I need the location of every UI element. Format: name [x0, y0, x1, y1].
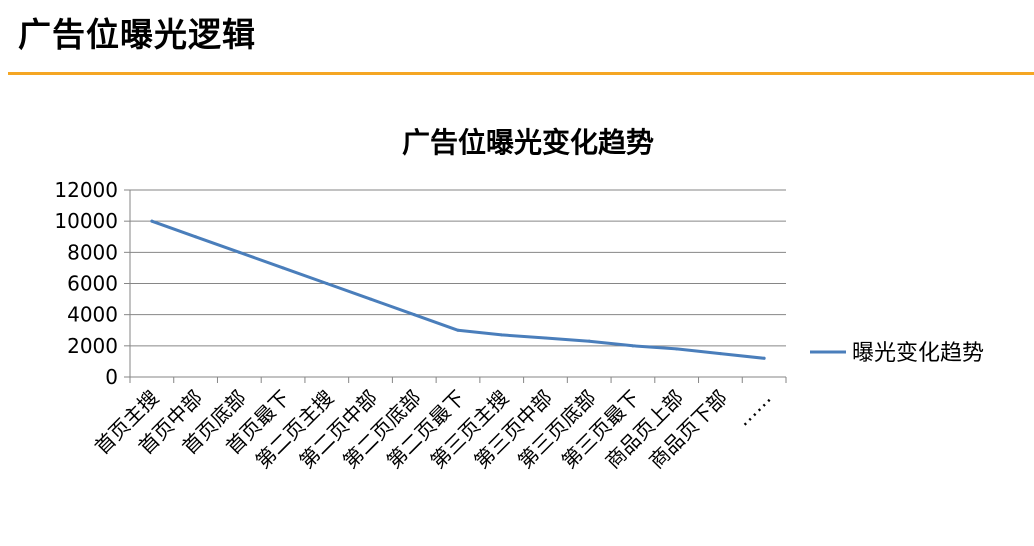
y-tick-label: 4000	[67, 303, 118, 327]
x-tick-label: ……	[730, 386, 775, 431]
data-point	[587, 339, 591, 343]
data-point	[543, 336, 547, 340]
axes	[124, 189, 787, 383]
series	[150, 219, 766, 360]
legend-label: 曝光变化趋势	[852, 341, 984, 366]
data-point	[325, 282, 329, 285]
data-point	[456, 328, 460, 332]
series-line	[150, 219, 766, 360]
data-point	[194, 235, 198, 239]
y-tick-labels: 0 2000 4000 6000 8000 10000 12000	[54, 178, 118, 389]
data-point	[718, 352, 722, 356]
gridlines	[130, 189, 786, 347]
x-tick-labels: 首页主搜首页中部首页底部首页最下第二页主搜第二页中部第二页底部第二页最下第三页主…	[90, 386, 776, 474]
y-tick-label: 0	[105, 365, 118, 389]
data-point	[500, 333, 504, 337]
chart-title: 广告位曝光变化趋势	[402, 126, 654, 159]
data-point	[762, 356, 766, 360]
data-point	[412, 313, 416, 317]
title-divider	[8, 72, 1034, 75]
y-tick-label: 8000	[67, 240, 118, 264]
data-point	[237, 250, 241, 254]
y-tick-label: 12000	[54, 178, 118, 202]
legend: 曝光变化趋势	[810, 341, 984, 366]
data-point	[150, 219, 154, 223]
data-point	[631, 344, 635, 348]
y-tick-label: 10000	[54, 209, 118, 233]
y-tick-label: 6000	[67, 272, 118, 296]
data-point	[675, 347, 679, 351]
slide-title: 广告位曝光逻辑	[18, 15, 256, 54]
y-tick-label: 2000	[67, 334, 118, 358]
data-point	[369, 297, 373, 301]
data-point	[281, 266, 285, 270]
